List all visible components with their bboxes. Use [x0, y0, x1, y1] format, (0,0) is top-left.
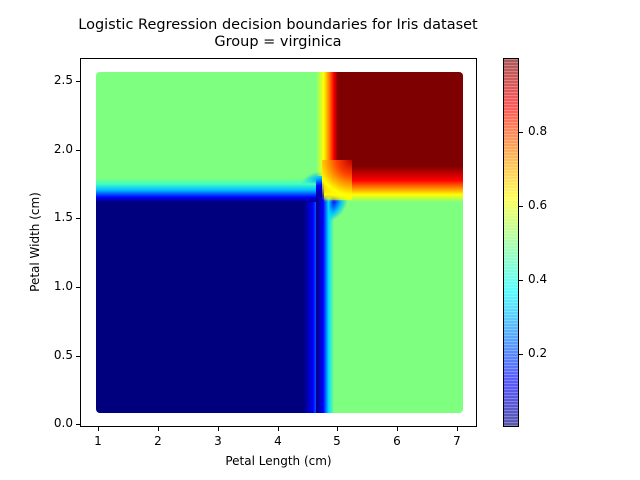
colorbar-tick — [519, 132, 523, 133]
x-tick — [98, 427, 99, 431]
y-tick — [76, 424, 80, 425]
colorbar-tick-label: 0.4 — [528, 272, 548, 286]
decision-surface — [96, 72, 463, 413]
title-line-2: Group = virginica — [214, 34, 342, 50]
high-probability-corner — [322, 160, 352, 200]
y-tick-label: 0.0 — [53, 416, 73, 430]
x-tick — [457, 427, 458, 431]
x-tick — [218, 427, 219, 431]
x-axis-label: Petal Length (cm) — [225, 454, 332, 468]
colorbar-gradient — [503, 58, 519, 427]
x-tick-label: 5 — [333, 434, 341, 448]
high-probability-left-edge — [316, 72, 338, 176]
low-probability-top-edge — [96, 178, 316, 202]
colorbar-tick-label: 0.2 — [528, 346, 548, 360]
plot-axes — [80, 58, 477, 427]
colorbar-tick — [519, 206, 523, 207]
colorbar-fill — [504, 59, 518, 426]
y-tick — [76, 150, 80, 151]
low-probability-right-edge — [316, 197, 334, 413]
title-line-1: Logistic Regression decision boundaries … — [78, 17, 478, 33]
x-tick — [397, 427, 398, 431]
y-tick-label: 2.0 — [53, 142, 73, 156]
x-tick-label: 7 — [453, 434, 461, 448]
colorbar-tick-label: 0.6 — [528, 198, 548, 212]
y-tick — [76, 81, 80, 82]
x-tick-label: 6 — [393, 434, 401, 448]
y-tick — [76, 356, 80, 357]
high-probability-block — [336, 72, 463, 172]
y-tick — [76, 218, 80, 219]
y-tick-label: 0.5 — [53, 348, 73, 362]
y-tick — [76, 287, 80, 288]
x-tick — [337, 427, 338, 431]
y-tick-label: 1.0 — [53, 279, 73, 293]
colorbar-tick — [519, 354, 523, 355]
low-probability-block — [96, 197, 322, 413]
y-tick-label: 2.5 — [53, 73, 73, 87]
y-tick-label: 1.5 — [53, 210, 73, 224]
y-axis-label: Petal Width (cm) — [28, 192, 42, 292]
x-tick — [158, 427, 159, 431]
x-tick-label: 2 — [154, 434, 162, 448]
colorbar-tick — [519, 280, 523, 281]
colorbar-tick-label: 0.8 — [528, 124, 548, 138]
x-tick-label: 4 — [274, 434, 282, 448]
colorbar-stripes — [504, 59, 518, 426]
x-tick-label: 3 — [214, 434, 222, 448]
x-tick — [278, 427, 279, 431]
x-tick-label: 1 — [94, 434, 102, 448]
